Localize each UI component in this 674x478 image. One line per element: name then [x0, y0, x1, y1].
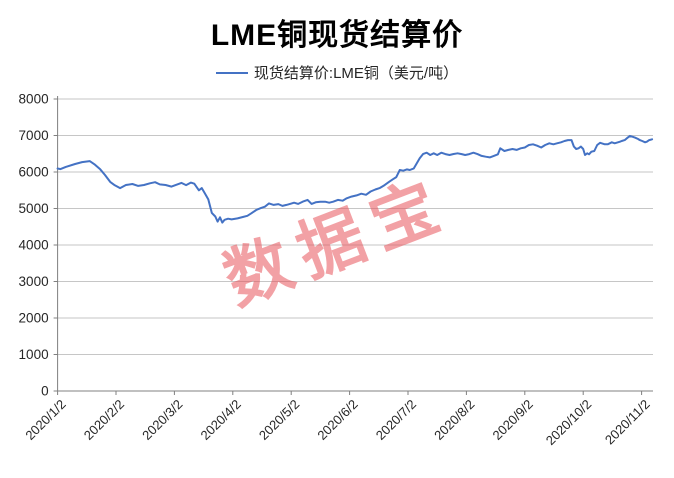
x-axis-tick-label: 2020/9/2 — [490, 397, 536, 443]
x-axis-tick-label: 2020/7/2 — [373, 397, 419, 443]
x-axis-tick-label: 2020/3/2 — [139, 397, 185, 443]
legend: 现货结算价:LME铜（美元/吨） — [0, 62, 674, 83]
y-axis-tick-label: 6000 — [19, 165, 49, 180]
y-axis-tick-label: 2000 — [19, 311, 49, 326]
y-axis-tick-label: 5000 — [19, 201, 49, 216]
x-axis-tick-label: 2020/4/2 — [198, 397, 244, 443]
y-axis-tick-label: 7000 — [19, 128, 49, 143]
y-axis-tick-label: 4000 — [19, 238, 49, 253]
y-axis-tick-label: 8000 — [19, 92, 49, 107]
x-axis-tick-label: 2020/8/2 — [431, 397, 477, 443]
y-axis-tick-label: 3000 — [19, 274, 49, 289]
price-line-series — [56, 134, 654, 224]
x-axis-tick-label: 2020/5/2 — [256, 397, 302, 443]
legend-line-icon — [215, 71, 248, 74]
y-axis-tick-label: 0 — [41, 384, 49, 399]
x-axis-tick-label: 2020/1/2 — [22, 397, 68, 443]
x-axis-tick-label: 2020/2/2 — [81, 397, 127, 443]
x-axis-tick-label: 2020/10/2 — [543, 397, 595, 449]
y-axis-tick-label: 1000 — [19, 347, 49, 362]
chart-title: LME铜现货结算价 — [210, 19, 464, 52]
x-axis-tick-label: 2020/11/2 — [602, 397, 653, 448]
x-axis-tick-label: 2020/6/2 — [314, 397, 360, 443]
legend-label: 现货结算价:LME铜（美元/吨） — [253, 65, 459, 82]
